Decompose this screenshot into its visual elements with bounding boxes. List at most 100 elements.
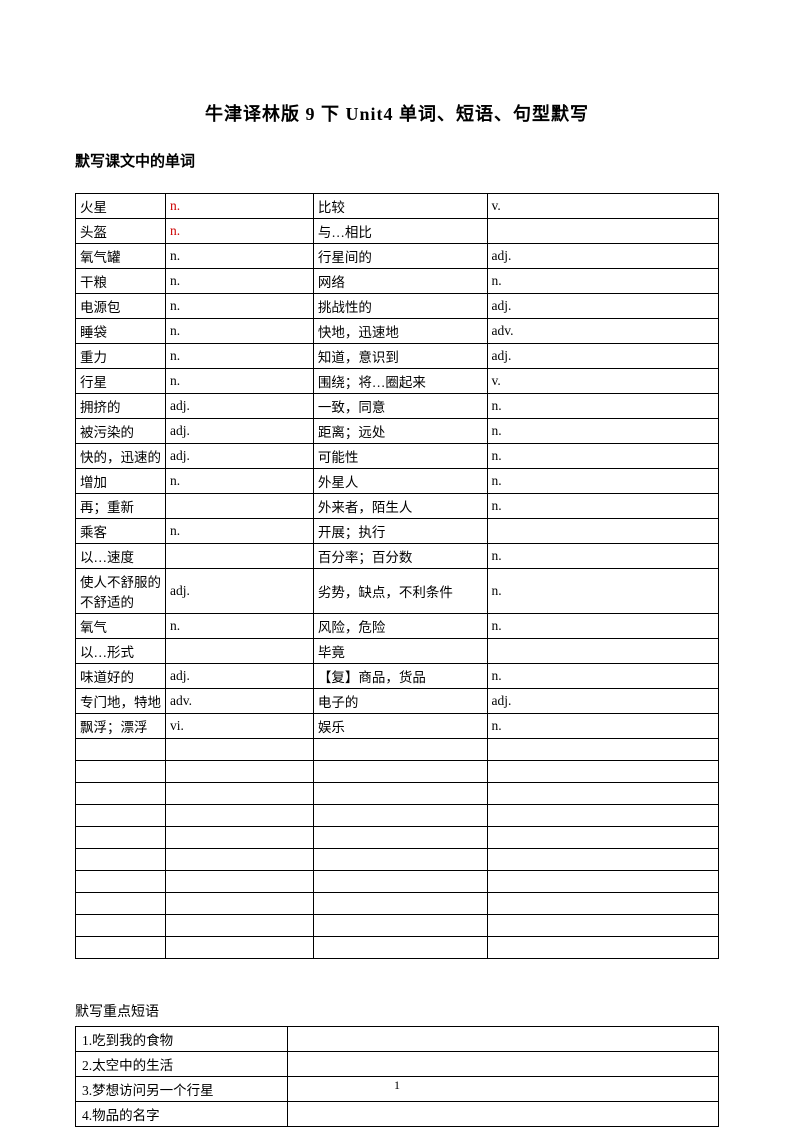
vocab-word-cn-right: 可能性	[313, 444, 487, 469]
vocab-pos-left	[166, 937, 314, 959]
vocab-word-cn: 拥挤的	[76, 394, 166, 419]
vocab-word-cn: 重力	[76, 344, 166, 369]
vocab-pos-right	[487, 639, 719, 664]
vocab-word-cn: 电源包	[76, 294, 166, 319]
section1-header: 默写课文中的单词	[75, 150, 719, 171]
vocab-word-cn-right: 风险，危险	[313, 614, 487, 639]
table-row: 快的，迅速的adj.可能性n.	[76, 444, 719, 469]
table-row	[76, 827, 719, 849]
vocab-word-cn-right: 一致，同意	[313, 394, 487, 419]
vocab-word-cn-right	[313, 761, 487, 783]
vocab-pos-left	[166, 915, 314, 937]
vocab-word-cn-right: 外来者，陌生人	[313, 494, 487, 519]
table-row: 氧气n.风险，危险n.	[76, 614, 719, 639]
table-row: 以…形式 毕竟	[76, 639, 719, 664]
vocab-word-cn-right	[313, 937, 487, 959]
vocab-pos-right	[487, 827, 719, 849]
vocab-word-cn: 氧气罐	[76, 244, 166, 269]
vocab-pos-left: n.	[166, 469, 314, 494]
page-number: 1	[0, 1078, 794, 1093]
vocab-pos-right: n.	[487, 494, 719, 519]
table-row: 再；重新外来者，陌生人n.	[76, 494, 719, 519]
vocab-pos-right	[487, 893, 719, 915]
vocab-word-cn-right	[313, 805, 487, 827]
table-row: 乘客n.开展；执行	[76, 519, 719, 544]
vocab-pos-left	[166, 494, 314, 519]
vocab-pos-right: adj.	[487, 344, 719, 369]
table-row: 睡袋n.快地，迅速地adv.	[76, 319, 719, 344]
vocab-pos-right	[487, 849, 719, 871]
vocab-word-cn: 睡袋	[76, 319, 166, 344]
vocab-word-cn-right: 外星人	[313, 469, 487, 494]
table-row: 行星n.围绕；将…圈起来v.	[76, 369, 719, 394]
vocab-pos-right: n.	[487, 269, 719, 294]
vocab-word-cn	[76, 805, 166, 827]
vocab-word-cn	[76, 783, 166, 805]
table-row	[76, 871, 719, 893]
vocab-word-cn-right: 快地，迅速地	[313, 319, 487, 344]
vocab-pos-left: adj.	[166, 419, 314, 444]
vocab-word-cn: 行星	[76, 369, 166, 394]
vocab-word-cn-right: 百分率；百分数	[313, 544, 487, 569]
vocab-pos-right	[487, 805, 719, 827]
vocab-word-cn	[76, 915, 166, 937]
vocab-pos-right: adj.	[487, 244, 719, 269]
vocab-pos-left: adv.	[166, 689, 314, 714]
table-row: 火星n.比较v.	[76, 194, 719, 219]
vocab-pos-left	[166, 849, 314, 871]
vocab-word-cn-right: 挑战性的	[313, 294, 487, 319]
vocab-pos-right: adv.	[487, 319, 719, 344]
phrase-answer	[288, 1052, 719, 1077]
vocab-pos-left	[166, 739, 314, 761]
vocab-pos-left: n.	[166, 519, 314, 544]
vocab-word-cn-right: 距离；远处	[313, 419, 487, 444]
phrase-answer	[288, 1027, 719, 1052]
vocab-word-cn	[76, 871, 166, 893]
vocab-word-cn-right: 娱乐	[313, 714, 487, 739]
table-row: 飘浮；漂浮vi.娱乐n.	[76, 714, 719, 739]
table-row: 重力n.知道，意识到adj.	[76, 344, 719, 369]
vocab-word-cn: 被污染的	[76, 419, 166, 444]
table-row: 头盔n.与…相比	[76, 219, 719, 244]
vocab-word-cn-right	[313, 915, 487, 937]
table-row: 电源包n.挑战性的adj.	[76, 294, 719, 319]
vocab-pos-right: n.	[487, 394, 719, 419]
vocab-word-cn-right: 【复】商品，货品	[313, 664, 487, 689]
vocab-pos-left	[166, 805, 314, 827]
vocab-word-cn-right: 毕竟	[313, 639, 487, 664]
vocab-table: 火星n.比较v.头盔n.与…相比氧气罐n.行星间的adj.干粮n.网络n.电源包…	[75, 193, 719, 959]
vocab-word-cn-right: 知道，意识到	[313, 344, 487, 369]
vocab-word-cn-right	[313, 849, 487, 871]
vocab-word-cn-right: 劣势，缺点，不利条件	[313, 569, 487, 614]
vocab-word-cn: 氧气	[76, 614, 166, 639]
vocab-pos-left	[166, 827, 314, 849]
table-row	[76, 893, 719, 915]
vocab-word-cn-right	[313, 893, 487, 915]
table-row: 1.吃到我的食物	[76, 1027, 719, 1052]
phrase-table: 1.吃到我的食物2.太空中的生活3.梦想访问另一个行星4.物品的名字	[75, 1026, 719, 1127]
table-row: 使人不舒服的不舒适的adj.劣势，缺点，不利条件n.	[76, 569, 719, 614]
vocab-pos-right: n.	[487, 444, 719, 469]
vocab-word-cn-right	[313, 827, 487, 849]
vocab-word-cn: 以…形式	[76, 639, 166, 664]
table-row	[76, 849, 719, 871]
vocab-pos-left: n.	[166, 344, 314, 369]
table-row: 以…速度百分率；百分数n.	[76, 544, 719, 569]
vocab-pos-right: v.	[487, 369, 719, 394]
vocab-pos-right	[487, 937, 719, 959]
vocab-pos-left	[166, 639, 314, 664]
phrase-cn: 1.吃到我的食物	[76, 1027, 288, 1052]
vocab-word-cn: 使人不舒服的不舒适的	[76, 569, 166, 614]
vocab-pos-left	[166, 783, 314, 805]
table-row	[76, 915, 719, 937]
vocab-word-cn	[76, 827, 166, 849]
vocab-pos-right: n.	[487, 544, 719, 569]
table-row: 2.太空中的生活	[76, 1052, 719, 1077]
vocab-word-cn: 专门地，特地	[76, 689, 166, 714]
vocab-pos-left: adj.	[166, 569, 314, 614]
table-row	[76, 805, 719, 827]
vocab-pos-left: n.	[166, 219, 314, 244]
vocab-pos-left: adj.	[166, 394, 314, 419]
vocab-word-cn: 火星	[76, 194, 166, 219]
table-row: 拥挤的adj.一致，同意n.	[76, 394, 719, 419]
